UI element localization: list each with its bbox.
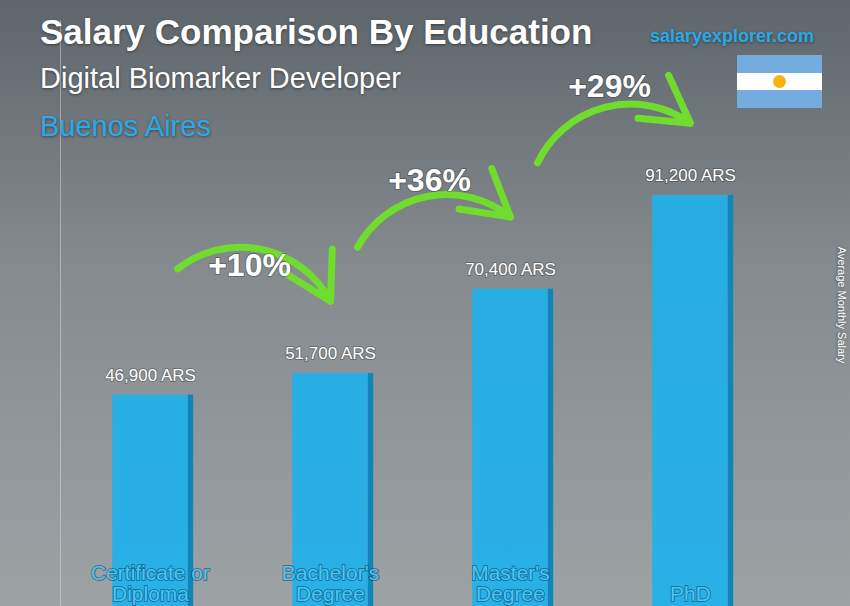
svg-text:91,200 ARS: 91,200 ARS [645, 166, 736, 185]
html-text:Buenos Aires: Buenos Aires [40, 110, 211, 142]
svg-text:Bachelor'sDegree: Bachelor'sDegree [282, 561, 379, 605]
html-text:Average Monthly Salary: Average Monthly Salary [836, 246, 848, 364]
html-text:salaryexplorer.com: salaryexplorer.com [650, 26, 815, 46]
html-text:Salary Comparison By Education: Salary Comparison By Education [40, 12, 593, 51]
svg-text:70,400 ARS: 70,400 ARS [465, 260, 556, 279]
svg-text:46,900 ARS: 46,900 ARS [105, 366, 196, 385]
svg-text:+29%: +29% [568, 68, 651, 104]
svg-text:Certificate orDiploma: Certificate orDiploma [91, 561, 210, 605]
svg-text:+36%: +36% [388, 162, 471, 198]
svg-text:PhD: PhD [670, 582, 711, 605]
svg-text:Master'sDegree: Master'sDegree [471, 561, 550, 605]
svg-text:+10%: +10% [208, 247, 291, 283]
html-text:Digital Biomarker Developer: Digital Biomarker Developer [40, 62, 401, 94]
svg-text:51,700 ARS: 51,700 ARS [285, 344, 376, 363]
